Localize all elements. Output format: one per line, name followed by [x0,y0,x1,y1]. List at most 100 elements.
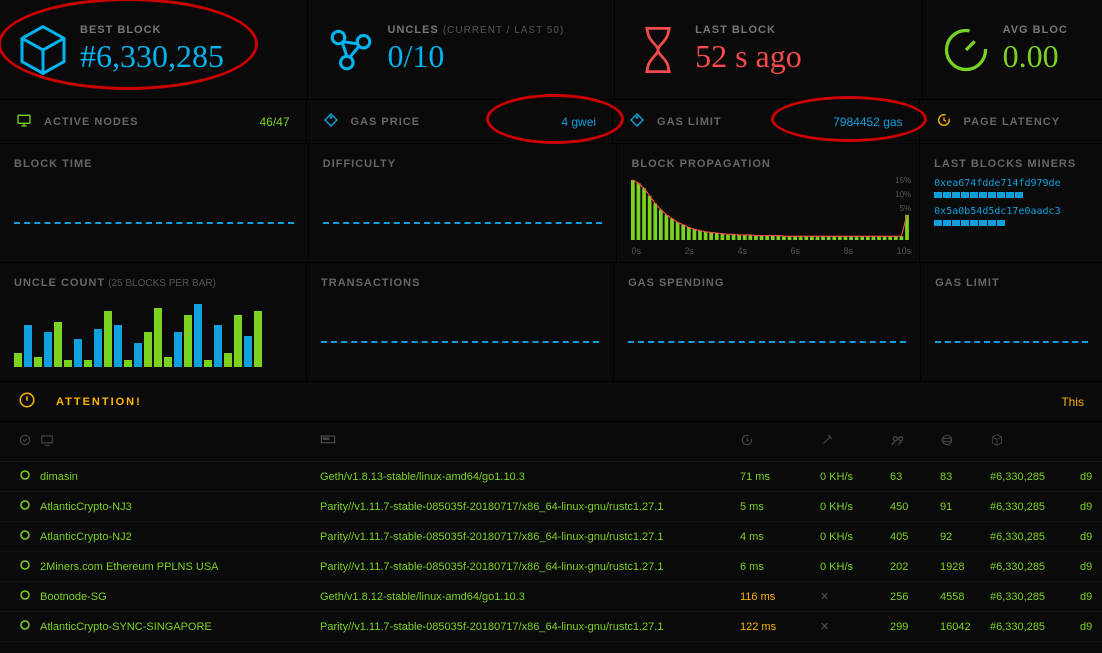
col-block-icon[interactable] [990,433,1080,450]
node-block: #6,330,285 [990,531,1080,543]
node-block: #6,330,285 [990,621,1080,633]
node-hashrate: 0 KH/s [820,471,890,483]
node-row[interactable]: dimasinGeth/v1.8.13-stable/linux-amd64/g… [0,462,1102,492]
node-row[interactable]: Bootnode-SGGeth/v1.8.12-stable/linux-amd… [0,582,1102,612]
node-blockhash: d9600ce [1080,501,1092,513]
node-row[interactable]: AtlanticCrypto-NJ2Parity//v1.11.7-stable… [0,522,1102,552]
miner-weight-bar [934,192,1088,198]
miner-address: 0x5a0b54d5dc17e0aadc3 [934,206,1088,217]
node-pending: 16042 [940,621,990,633]
attention-banner: ATTENTION! This [0,382,1102,422]
alert-icon [18,391,36,412]
uncles-label: UNCLES (CURRENT / LAST 50) [388,24,565,36]
uncle-count-chart: UNCLE COUNT (25 BLOCKS PER BAR) [0,263,307,381]
node-peers: 450 [890,501,940,513]
best-block-stat: BEST BLOCK #6,330,285 [0,0,308,99]
last-block-stat: LAST BLOCK 52 s ago [615,0,923,99]
gas-limit-chart: GAS LIMIT [921,263,1102,381]
charts-row-1: BLOCK TIME DIFFICULTY BLOCK PROPAGATION … [0,144,1102,263]
col-hashrate-icon[interactable] [820,433,890,450]
monitor-icon [16,112,32,131]
node-peers: 256 [890,591,940,603]
node-name: Bootnode-SG [40,591,320,603]
best-block-label: BEST BLOCK [80,24,224,36]
node-name: dimasin [40,471,320,483]
avg-block-label: AVG BLOC [1003,24,1068,36]
node-table-body: dimasinGeth/v1.8.13-stable/linux-amd64/g… [0,462,1102,642]
miners-panel: LAST BLOCKS MINERS 0xea674fdde714fd979de… [920,144,1102,262]
uncles-icon [320,19,382,81]
col-peers-icon[interactable] [890,433,940,450]
active-nodes-value: 46/47 [259,115,289,129]
node-row[interactable]: 2Miners.com Ethereum PPLNS USAParity//v1… [0,552,1102,582]
col-type-icon[interactable] [320,433,740,450]
gas-price-value: 4 gwei [561,115,596,129]
node-name: AtlanticCrypto-NJ2 [40,531,320,543]
node-pending: 4558 [940,591,990,603]
col-status-icon[interactable] [10,433,40,450]
node-type: Parity//v1.11.7-stable-085035f-20180717/… [320,561,740,573]
node-pending: 92 [940,531,990,543]
col-latency-icon[interactable] [740,433,820,450]
col-name-icon[interactable] [40,433,320,450]
node-name: 2Miners.com Ethereum PPLNS USA [40,561,320,573]
node-peers: 202 [890,561,940,573]
tag-icon [323,112,339,131]
clock-icon [936,112,952,131]
miner-weight-bar [934,220,1088,226]
node-blockhash: d9600ce [1080,591,1092,603]
node-peers: 63 [890,471,940,483]
miner-address: 0xea674fdde714fd979de [934,178,1088,189]
node-row[interactable]: AtlanticCrypto-NJ3Parity//v1.11.7-stable… [0,492,1102,522]
last-block-label: LAST BLOCK [695,24,802,36]
cube-icon [12,19,74,81]
tag-icon [629,112,645,131]
gas-limit-stat: GAS LIMIT 7984452 gas [613,100,920,143]
charts-row-2: UNCLE COUNT (25 BLOCKS PER BAR) TRANSACT… [0,263,1102,382]
propagation-chart: BLOCK PROPAGATION 15%10%5% 0s2s4s6s8s10s [617,144,920,262]
attention-scroll: This [1061,395,1084,409]
gauge-icon [935,19,997,81]
hourglass-icon [627,19,689,81]
node-blockhash: d9600ce [1080,471,1092,483]
node-type: Geth/v1.8.12-stable/linux-amd64/go1.10.3 [320,591,740,603]
node-hashrate: 0 KH/s [820,501,890,513]
last-block-value: 52 s ago [695,38,802,75]
node-block: #6,330,285 [990,591,1080,603]
block-time-chart: BLOCK TIME [0,144,309,262]
node-latency: 4 ms [740,531,820,543]
small-stats-row: ACTIVE NODES 46/47 GAS PRICE 4 gwei GAS … [0,100,1102,144]
node-pending: 83 [940,471,990,483]
active-nodes-stat: ACTIVE NODES 46/47 [0,100,307,143]
node-block: #6,330,285 [990,501,1080,513]
node-latency: 122 ms [740,621,820,633]
annotation-circle [486,94,624,144]
node-blockhash: d9600ce [1080,561,1092,573]
gas-limit-value: 7984452 gas [833,115,902,129]
node-type: Parity//v1.11.7-stable-085035f-20180717/… [320,531,740,543]
node-hashrate: 0 KH/s [820,531,890,543]
node-peers: 405 [890,531,940,543]
gas-spending-chart: GAS SPENDING [614,263,921,381]
node-table-header [0,422,1102,462]
node-type: Parity//v1.11.7-stable-085035f-20180717/… [320,621,740,633]
node-hashrate: 0 KH/s [820,561,890,573]
node-blockhash: d9600ce [1080,621,1092,633]
node-peers: 299 [890,621,940,633]
node-type: Geth/v1.8.13-stable/linux-amd64/go1.10.3 [320,471,740,483]
node-hashrate: ✕ [820,590,890,603]
top-stats-row: BEST BLOCK #6,330,285 UNCLES (CURRENT / … [0,0,1102,100]
node-pending: 91 [940,501,990,513]
col-pending-icon[interactable] [940,433,990,450]
node-pending: 1928 [940,561,990,573]
avg-block-stat: AVG BLOC 0.00 [923,0,1102,99]
transactions-chart: TRANSACTIONS [307,263,614,381]
node-type: Parity//v1.11.7-stable-085035f-20180717/… [320,501,740,513]
node-row[interactable]: AtlanticCrypto-SYNC-SINGAPOREParity//v1.… [0,612,1102,642]
node-name: AtlanticCrypto-NJ3 [40,501,320,513]
uncles-value: 0/10 [388,38,565,75]
node-blockhash: d9600ce [1080,531,1092,543]
page-latency-stat: PAGE LATENCY [920,100,1102,143]
avg-block-value: 0.00 [1003,38,1068,75]
difficulty-chart: DIFFICULTY [309,144,618,262]
